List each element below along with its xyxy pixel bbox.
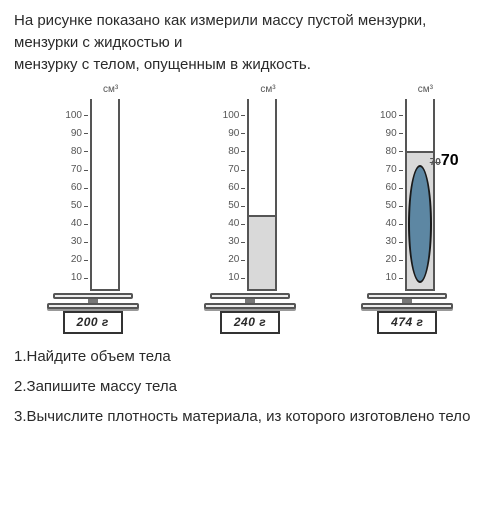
tube (247, 99, 277, 291)
scale-reading: 200 г (63, 311, 123, 334)
unit-label: см³ (260, 83, 275, 98)
balance-scale: 240 г (202, 293, 298, 334)
scale-ticks: 10090 8070 6050 4030 2010 (65, 107, 88, 291)
tube: 7070 (405, 99, 435, 291)
intro-line-1: На рисунке показано как измерили массу п… (14, 10, 486, 54)
tube (90, 99, 120, 291)
scale-reading: 474 г (377, 311, 437, 334)
scale-ticks: 10090 8070 6050 4030 2010 (380, 107, 403, 291)
cylinders-figure: см³ 10090 8070 6050 4030 2010 200 г см³ … (14, 83, 486, 334)
cylinder-with-body: см³ 10090 8070 6050 4030 2010 7070 474 г (359, 83, 455, 334)
handwritten-annotation: 7070 (430, 149, 459, 172)
question-1: 1.Найдите объем тела (14, 346, 486, 368)
question-2: 2.Запишите массу тела (14, 376, 486, 398)
cylinder-empty: см³ 10090 8070 6050 4030 2010 200 г (45, 83, 141, 334)
balance-scale: 474 г (359, 293, 455, 334)
scale-reading: 240 г (220, 311, 280, 334)
unit-label: см³ (103, 83, 118, 98)
questions-block: 1.Найдите объем тела 2.Запишите массу те… (14, 346, 486, 427)
submerged-body (408, 165, 432, 283)
question-3: 3.Вычислите плотность материала, из кото… (14, 406, 486, 428)
intro-line-2: мензурку с телом, опущенным в жидкость. (14, 54, 486, 76)
problem-statement: На рисунке показано как измерили массу п… (14, 10, 486, 75)
scale-ticks: 10090 8070 6050 4030 2010 (223, 107, 246, 291)
unit-label: см³ (418, 83, 433, 98)
cylinder-with-liquid: см³ 10090 8070 6050 4030 2010 240 г (202, 83, 298, 334)
liquid-fill (249, 215, 275, 289)
balance-scale: 200 г (45, 293, 141, 334)
